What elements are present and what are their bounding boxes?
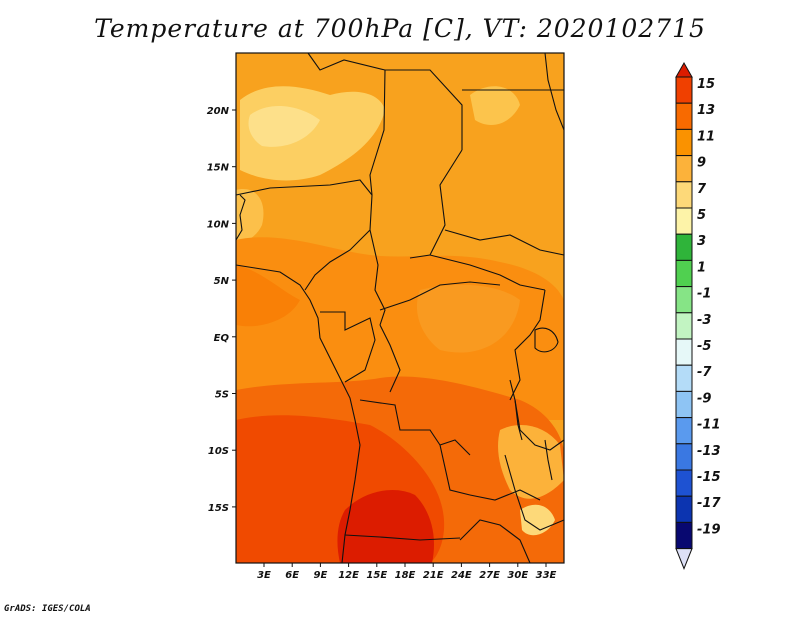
boundary-east-africa bbox=[509, 289, 546, 401]
field-cool-north-2 bbox=[248, 105, 320, 147]
colorbar-label: -1 bbox=[697, 287, 711, 302]
colorbar-swatch bbox=[675, 128, 693, 157]
boundary-chad-sudan bbox=[409, 149, 463, 259]
temperature-field bbox=[236, 53, 564, 563]
colorbar-bottom-arrow bbox=[675, 548, 693, 570]
field-warm-gulf bbox=[236, 265, 300, 327]
map-frame bbox=[235, 52, 565, 564]
colorbar-label: 5 bbox=[697, 208, 706, 223]
field-hottest-core bbox=[337, 490, 435, 563]
colorbar-label: 15 bbox=[697, 77, 715, 92]
lat-label: 5S bbox=[215, 390, 229, 401]
colorbar-swatch bbox=[675, 495, 693, 523]
lon-label: 12E bbox=[338, 570, 359, 581]
colorbar-swatch bbox=[675, 233, 693, 261]
boundary-sudan-ssudan bbox=[444, 229, 565, 256]
lon-label: 33E bbox=[536, 570, 557, 581]
colorbar-swatch bbox=[675, 207, 693, 235]
field-cool-west bbox=[236, 189, 264, 242]
longitude-axis: 3E 6E 9E 12E 15E 18E 21E 24E 27E 30E 33E bbox=[257, 563, 557, 581]
lat-label: 20N bbox=[207, 106, 230, 117]
lat-label: 5N bbox=[214, 276, 230, 287]
colorbar-swatch bbox=[675, 469, 693, 497]
boundary-angola-zambia bbox=[439, 444, 471, 496]
colorbar-swatch bbox=[675, 181, 693, 209]
lon-label: 9E bbox=[314, 570, 328, 581]
lat-label: EQ bbox=[214, 333, 230, 344]
lon-label: 18E bbox=[395, 570, 416, 581]
colorbar-swatch bbox=[675, 390, 693, 419]
boundary-botswana bbox=[459, 519, 531, 564]
colorbar-label: 3 bbox=[697, 234, 706, 249]
colorbar-label: 11 bbox=[697, 129, 715, 144]
lon-label: 21E bbox=[423, 570, 444, 581]
lon-label: 3E bbox=[257, 570, 271, 581]
boundary-nigeria-niger bbox=[235, 179, 373, 196]
colorbar-swatch bbox=[675, 364, 693, 392]
lake-victoria bbox=[534, 327, 559, 353]
lon-label: 24E bbox=[451, 570, 472, 581]
colorbar-label: -3 bbox=[697, 313, 711, 328]
colorbar-swatch bbox=[675, 259, 693, 288]
colorbar-swatch bbox=[675, 102, 693, 130]
field-warm-east bbox=[416, 284, 520, 353]
boundary-chad-libya bbox=[385, 69, 463, 150]
colorbar-label: -17 bbox=[697, 496, 721, 511]
colorbar-label: 7 bbox=[697, 182, 707, 197]
colorbar-label: -19 bbox=[697, 522, 721, 537]
boundary-cameroon-car bbox=[369, 229, 386, 326]
latitude-axis: 20N 15N 10N 5N EQ 5S 10S 15S bbox=[207, 106, 236, 514]
colorbar-label: -7 bbox=[697, 365, 712, 380]
colorbar-label: 1 bbox=[697, 260, 706, 275]
boundary-drc-west bbox=[379, 324, 401, 393]
boundary-drc-angola bbox=[359, 399, 471, 456]
lon-label: 27E bbox=[479, 570, 500, 581]
country-boundaries bbox=[235, 52, 565, 564]
colorbar-top-arrow bbox=[675, 61, 693, 78]
colorbar-label: -11 bbox=[697, 418, 721, 433]
lat-label: 15N bbox=[207, 163, 230, 174]
colorbar-swatch bbox=[675, 155, 693, 183]
boundary-mozambique bbox=[504, 454, 565, 531]
colorbar-label: 13 bbox=[697, 103, 715, 118]
boundary-car-sudan bbox=[429, 254, 546, 291]
colorbar-swatch bbox=[675, 338, 693, 366]
lon-label: 30E bbox=[507, 570, 528, 581]
footer-credit: GrADS: IGES/COLA bbox=[4, 604, 91, 614]
field-cooler-southeast bbox=[498, 425, 564, 499]
field-cool-ne bbox=[470, 86, 520, 125]
lake-malawi bbox=[544, 439, 553, 481]
lat-label: 10N bbox=[207, 219, 230, 230]
lat-label: 15S bbox=[208, 503, 229, 514]
colorbar-swatch bbox=[675, 76, 693, 104]
colorbar-swatch bbox=[675, 417, 693, 445]
boundary-tanzania bbox=[514, 399, 565, 451]
colorbar-label: -5 bbox=[697, 339, 711, 354]
boundary-congo-gabon bbox=[320, 311, 376, 383]
boundary-nigeria-cameroon bbox=[304, 194, 373, 291]
coastline-redsea bbox=[544, 52, 565, 131]
boundary-zambia-zimbabwe bbox=[469, 489, 541, 501]
colorbar-label: -15 bbox=[697, 470, 721, 485]
boundary-libya-algeria bbox=[307, 52, 386, 71]
boundary-niger-chad bbox=[369, 69, 386, 196]
boundary-car-drc bbox=[379, 281, 501, 311]
boundary-angola-namibia bbox=[344, 534, 461, 541]
colorbar-swatch bbox=[675, 286, 693, 314]
colorbar-label: -9 bbox=[697, 391, 711, 406]
colorbar-swatch bbox=[675, 521, 693, 550]
colorbar-label: -13 bbox=[697, 444, 721, 459]
lat-label: 10S bbox=[208, 446, 229, 457]
lon-label: 6E bbox=[285, 570, 299, 581]
colorbar: 15 13 11 9 7 5 3 1 -1 -3 -5 -7 -9 -11 -13 -15 -17 -19 bbox=[675, 61, 721, 570]
lon-label: 15E bbox=[366, 570, 387, 581]
colorbar-label: 9 bbox=[697, 156, 706, 171]
colorbar-swatch bbox=[675, 443, 693, 471]
colorbar-swatch bbox=[675, 312, 693, 340]
coastline-mauritania bbox=[235, 194, 246, 241]
lake-tanganyika bbox=[509, 379, 523, 441]
chart-title: Temperature at 700hPa [C], VT: 202010271… bbox=[94, 14, 706, 43]
coastline-west bbox=[235, 264, 361, 564]
